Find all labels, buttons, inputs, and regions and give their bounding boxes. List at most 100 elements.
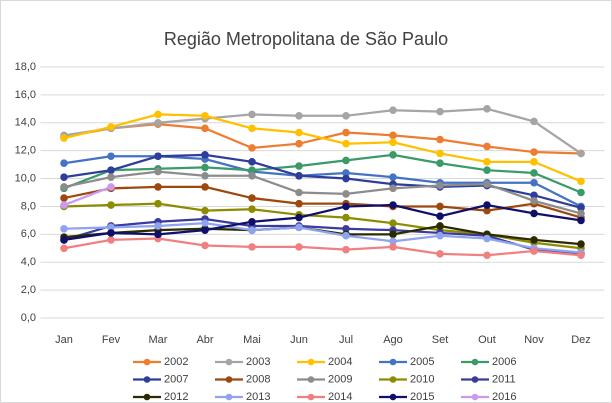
data-point [201, 241, 209, 250]
data-point [248, 194, 256, 202]
data-point [530, 236, 538, 244]
data-point [483, 201, 491, 209]
y-tick-label: 12,0 [15, 145, 36, 157]
data-point [295, 223, 303, 232]
data-point [436, 231, 444, 240]
y-tick-label: 14,0 [15, 117, 36, 129]
data-point [530, 178, 538, 187]
data-point [201, 206, 209, 215]
data-point [107, 123, 115, 131]
data-point [60, 224, 68, 233]
series-line [63, 170, 582, 215]
x-tick-label: Nov [524, 334, 544, 346]
series-line [63, 185, 112, 207]
series-line [63, 185, 582, 219]
data-point [248, 226, 256, 234]
data-point [295, 213, 303, 222]
legend-label: 2004 [328, 356, 352, 368]
x-tick-label: Jul [339, 334, 353, 346]
legend-label: 2003 [246, 356, 270, 368]
data-point [342, 231, 350, 240]
data-point [154, 118, 162, 127]
legend-label: 2010 [410, 373, 434, 385]
data-point [530, 169, 538, 177]
chart-title: Região Metropolitana de São Paulo [164, 29, 448, 49]
data-point [530, 148, 538, 156]
data-point [60, 201, 68, 209]
data-point [483, 105, 491, 113]
legend-marker [471, 376, 479, 383]
data-point [342, 213, 350, 222]
data-point [483, 166, 491, 174]
data-point [577, 188, 585, 197]
data-point [342, 139, 350, 148]
data-point [107, 183, 115, 191]
data-point [342, 202, 350, 211]
data-point [201, 171, 209, 180]
y-tick-label: 16,0 [15, 89, 36, 101]
data-point [248, 124, 256, 133]
data-point [342, 156, 350, 165]
data-point [342, 190, 350, 198]
data-point [483, 180, 491, 188]
data-point [201, 219, 209, 227]
x-tick-label: Jan [55, 334, 73, 346]
legend-marker [471, 393, 479, 401]
data-point [154, 167, 162, 176]
data-point [530, 247, 538, 255]
data-point [154, 110, 162, 119]
legend-label: 2015 [410, 391, 434, 403]
x-tick-label: Ago [383, 334, 403, 346]
y-tick-label: 2,0 [21, 284, 36, 296]
data-point [295, 171, 303, 180]
data-point [577, 216, 585, 225]
data-point [389, 131, 397, 140]
data-point [60, 236, 68, 244]
data-point [60, 134, 68, 142]
data-point [436, 159, 444, 168]
data-point [154, 230, 162, 239]
series-line [63, 203, 582, 242]
data-point [295, 139, 303, 148]
legend-label: 2011 [492, 373, 516, 385]
data-point [530, 197, 538, 205]
y-tick-label: 6,0 [21, 228, 36, 240]
data-point [389, 219, 397, 227]
data-point [60, 159, 68, 168]
data-point [60, 244, 68, 253]
data-point [60, 194, 68, 202]
y-tick-label: 10,0 [15, 172, 36, 184]
data-point [201, 163, 209, 172]
data-point [107, 152, 115, 161]
legend-label: 2009 [328, 373, 352, 385]
data-point [436, 222, 444, 230]
data-point [60, 173, 68, 181]
legend-marker [225, 358, 233, 366]
data-point [389, 201, 397, 209]
data-point [577, 251, 585, 260]
data-point [107, 236, 115, 244]
legend-label: 2007 [164, 373, 188, 385]
data-point [577, 149, 585, 158]
data-point [342, 112, 350, 120]
data-point [577, 209, 585, 218]
data-point [295, 199, 303, 208]
data-point [248, 158, 256, 166]
legend-marker [225, 393, 233, 401]
legend-label: 2005 [410, 356, 434, 368]
data-point [389, 184, 397, 193]
x-tick-label: Mai [243, 334, 261, 346]
data-point [483, 251, 491, 260]
data-point [577, 177, 585, 186]
legend-marker [389, 393, 397, 401]
data-point [342, 128, 350, 137]
x-tick-label: Mar [149, 334, 168, 346]
data-point [201, 124, 209, 133]
data-point [389, 243, 397, 251]
series-line [63, 217, 582, 255]
data-point [154, 199, 162, 208]
data-point [295, 128, 303, 137]
data-point [436, 135, 444, 144]
y-tick-label: 4,0 [21, 256, 36, 268]
series-line [63, 107, 582, 155]
